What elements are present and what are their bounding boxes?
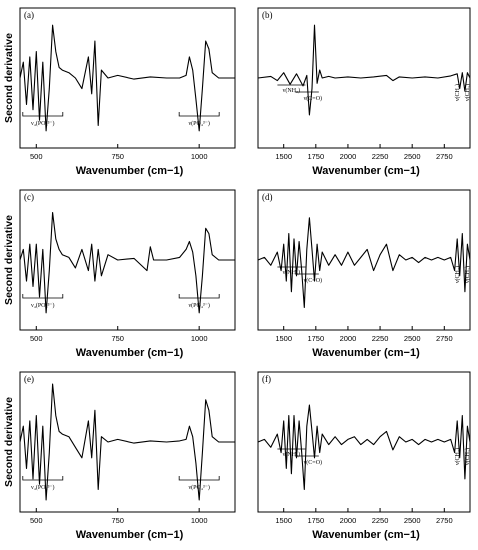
x-axis-label: Wavenumber (cm−1) xyxy=(76,165,184,177)
band-bracket xyxy=(178,294,220,299)
spectrum-trace xyxy=(19,383,235,501)
x-tick-label: 2250 xyxy=(372,152,389,161)
x-tick-label: 1500 xyxy=(275,334,292,343)
panel-b: (b) 1500 1750 2000 2250 2500 2750 Wavenumber (c… xyxy=(257,7,471,177)
spectrum-trace xyxy=(19,211,235,314)
x-tick-label: 750 xyxy=(111,152,124,161)
spectrum-trace xyxy=(257,217,471,309)
x-axis-label-text: Wavenumber xyxy=(312,347,384,359)
annotation-label: ν(C=O) xyxy=(304,459,322,466)
x-tick-label: 500 xyxy=(30,516,43,525)
panel-f: (f) 1500 1750 2000 2250 2500 2750 Wavenumber (c… xyxy=(257,371,471,541)
x-tick-label: 2250 xyxy=(372,334,389,343)
x-tick-label: 1750 xyxy=(307,334,324,343)
spectrum-trace xyxy=(19,24,235,132)
annotation-label: ν(C=O) xyxy=(304,95,322,102)
x-axis-label-text: Wavenumber xyxy=(76,165,148,177)
annotation-label: ν(NH₂) xyxy=(283,451,300,458)
annotation-label: ν(CH₃) xyxy=(464,266,471,283)
annotation-label: ν₄(PO₄³⁻) xyxy=(31,120,55,127)
plot-frame xyxy=(19,189,236,331)
band-bracket xyxy=(22,112,64,117)
x-tick-label: 2000 xyxy=(340,152,357,161)
annotation-label: ν(C=O) xyxy=(304,277,322,284)
band-bracket xyxy=(22,294,64,299)
annotation-label: ν(CH₂) xyxy=(454,448,461,465)
y-axis-label: Second derivative xyxy=(3,215,15,305)
x-axis-label: Wavenumber (cm−1) xyxy=(312,165,420,177)
x-axis-label: Wavenumber (cm−1) xyxy=(76,529,184,541)
x-tick-label: 500 xyxy=(30,334,43,343)
annotation-label: ν(PO₄³⁻) xyxy=(188,120,209,127)
x-tick-label: 1750 xyxy=(307,152,324,161)
x-axis-label-text: Wavenumber xyxy=(312,529,384,541)
panel-a: (a) 500 750 1000 Wavenumber (cm−1) Second der… xyxy=(3,7,236,177)
x-tick-label: 750 xyxy=(111,516,124,525)
x-tick-label: 1750 xyxy=(307,516,324,525)
spectrum-trace xyxy=(257,404,471,491)
panel-label: (a) xyxy=(24,10,34,20)
panel-label: (e) xyxy=(24,374,34,384)
x-axis-label: Wavenumber (cm−1) xyxy=(312,529,420,541)
annotation-label: ν₄(PO₄³⁻) xyxy=(31,484,55,491)
annotation-label: ν(CH₂) xyxy=(454,266,461,283)
annotation-label: ν(PO₄³⁻) xyxy=(188,302,209,309)
annotation-label: ν(CH₂) xyxy=(454,84,461,101)
panel-label: (f) xyxy=(262,374,271,384)
x-tick-label: 750 xyxy=(111,334,124,343)
x-tick-label: 2500 xyxy=(404,152,421,161)
x-tick-label: 1500 xyxy=(275,516,292,525)
x-axis-unit: (cm−1) xyxy=(384,347,420,359)
x-tick-label: 2000 xyxy=(340,334,357,343)
annotation-label: ν(NH₂) xyxy=(283,269,300,276)
band-bracket xyxy=(178,476,220,481)
x-tick-label: 1000 xyxy=(191,334,208,343)
x-axis-unit: (cm−1) xyxy=(147,165,183,177)
x-tick-label: 1000 xyxy=(191,152,208,161)
panel-label: (d) xyxy=(262,192,273,202)
x-axis-label-text: Wavenumber xyxy=(312,165,384,177)
x-tick-label: 500 xyxy=(30,152,43,161)
panel-d: (d) 1500 1750 2000 2250 2500 2750 Wavenumber (c… xyxy=(257,189,471,359)
panel-label: (c) xyxy=(24,192,34,202)
panels-group: (a) 500 750 1000 Wavenumber (cm−1) Second der… xyxy=(3,7,471,541)
annotation-label: ν₄(PO₄³⁻) xyxy=(31,302,55,309)
annotation-label: ν(CH₃) xyxy=(464,84,471,101)
panel-label: (b) xyxy=(262,10,273,20)
x-tick-label: 2500 xyxy=(404,334,421,343)
x-tick-label: 1000 xyxy=(191,516,208,525)
x-tick-label: 2500 xyxy=(404,516,421,525)
x-tick-label: 2750 xyxy=(436,516,453,525)
x-axis-unit: (cm−1) xyxy=(147,347,183,359)
x-axis-label-text: Wavenumber xyxy=(76,529,148,541)
panel-c: (c) 500 750 1000 Wavenumber (cm−1) Second der… xyxy=(3,189,236,359)
x-axis-unit: (cm−1) xyxy=(384,529,420,541)
x-tick-label: 2750 xyxy=(436,152,453,161)
annotation-label: ν(CH₃) xyxy=(464,448,471,465)
y-axis-label: Second derivative xyxy=(3,33,15,123)
x-tick-label: 2750 xyxy=(436,334,453,343)
x-axis-label-text: Wavenumber xyxy=(76,347,148,359)
x-axis-label: Wavenumber (cm−1) xyxy=(312,347,420,359)
x-axis-label: Wavenumber (cm−1) xyxy=(76,347,184,359)
x-tick-label: 2000 xyxy=(340,516,357,525)
x-tick-label: 1500 xyxy=(275,152,292,161)
band-bracket xyxy=(178,112,220,117)
panel-e: (e) 500 750 1000 Wavenumber (cm−1) Second der… xyxy=(3,371,236,541)
x-axis-unit: (cm−1) xyxy=(384,165,420,177)
band-bracket xyxy=(22,476,64,481)
y-axis-label: Second derivative xyxy=(3,397,15,487)
annotation-label: ν(PO₄³⁻) xyxy=(188,484,209,491)
x-axis-unit: (cm−1) xyxy=(147,529,183,541)
spectrum-trace xyxy=(257,24,471,116)
x-tick-label: 2250 xyxy=(372,516,389,525)
annotation-label: ν(NH₂) xyxy=(283,87,300,94)
